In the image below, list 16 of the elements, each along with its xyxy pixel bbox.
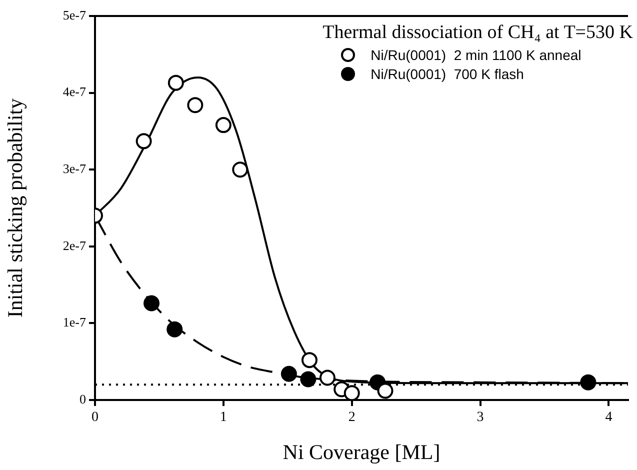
- x-tick-label: 2: [348, 410, 356, 426]
- y-tick-label: 3e-7: [62, 161, 86, 176]
- y-tick-label: 2e-7: [62, 238, 86, 253]
- legend-label: Ni/Ru(0001) 700 K flash: [370, 66, 524, 82]
- y-tick-label: 5e-7: [62, 7, 86, 22]
- y-tick-label: 1e-7: [62, 314, 86, 330]
- y-axis-title: Initial sticking probability: [3, 98, 28, 318]
- y-tick-label: 0: [80, 391, 86, 406]
- x-tick-label: 0: [92, 410, 98, 426]
- x-tick-label: 1: [220, 410, 227, 426]
- y-tick-label: 4e-7: [62, 84, 86, 100]
- legend-label: Ni/Ru(0001) 2 min 1100 K anneal: [370, 47, 582, 63]
- x-axis-title: Ni Coverage [ML]: [282, 440, 440, 464]
- legend-title: Thermal dissociation of CH₄ at T=530 K: [322, 22, 633, 44]
- x-tick-label: 4: [605, 410, 612, 426]
- x-tick-label: 3: [476, 410, 484, 426]
